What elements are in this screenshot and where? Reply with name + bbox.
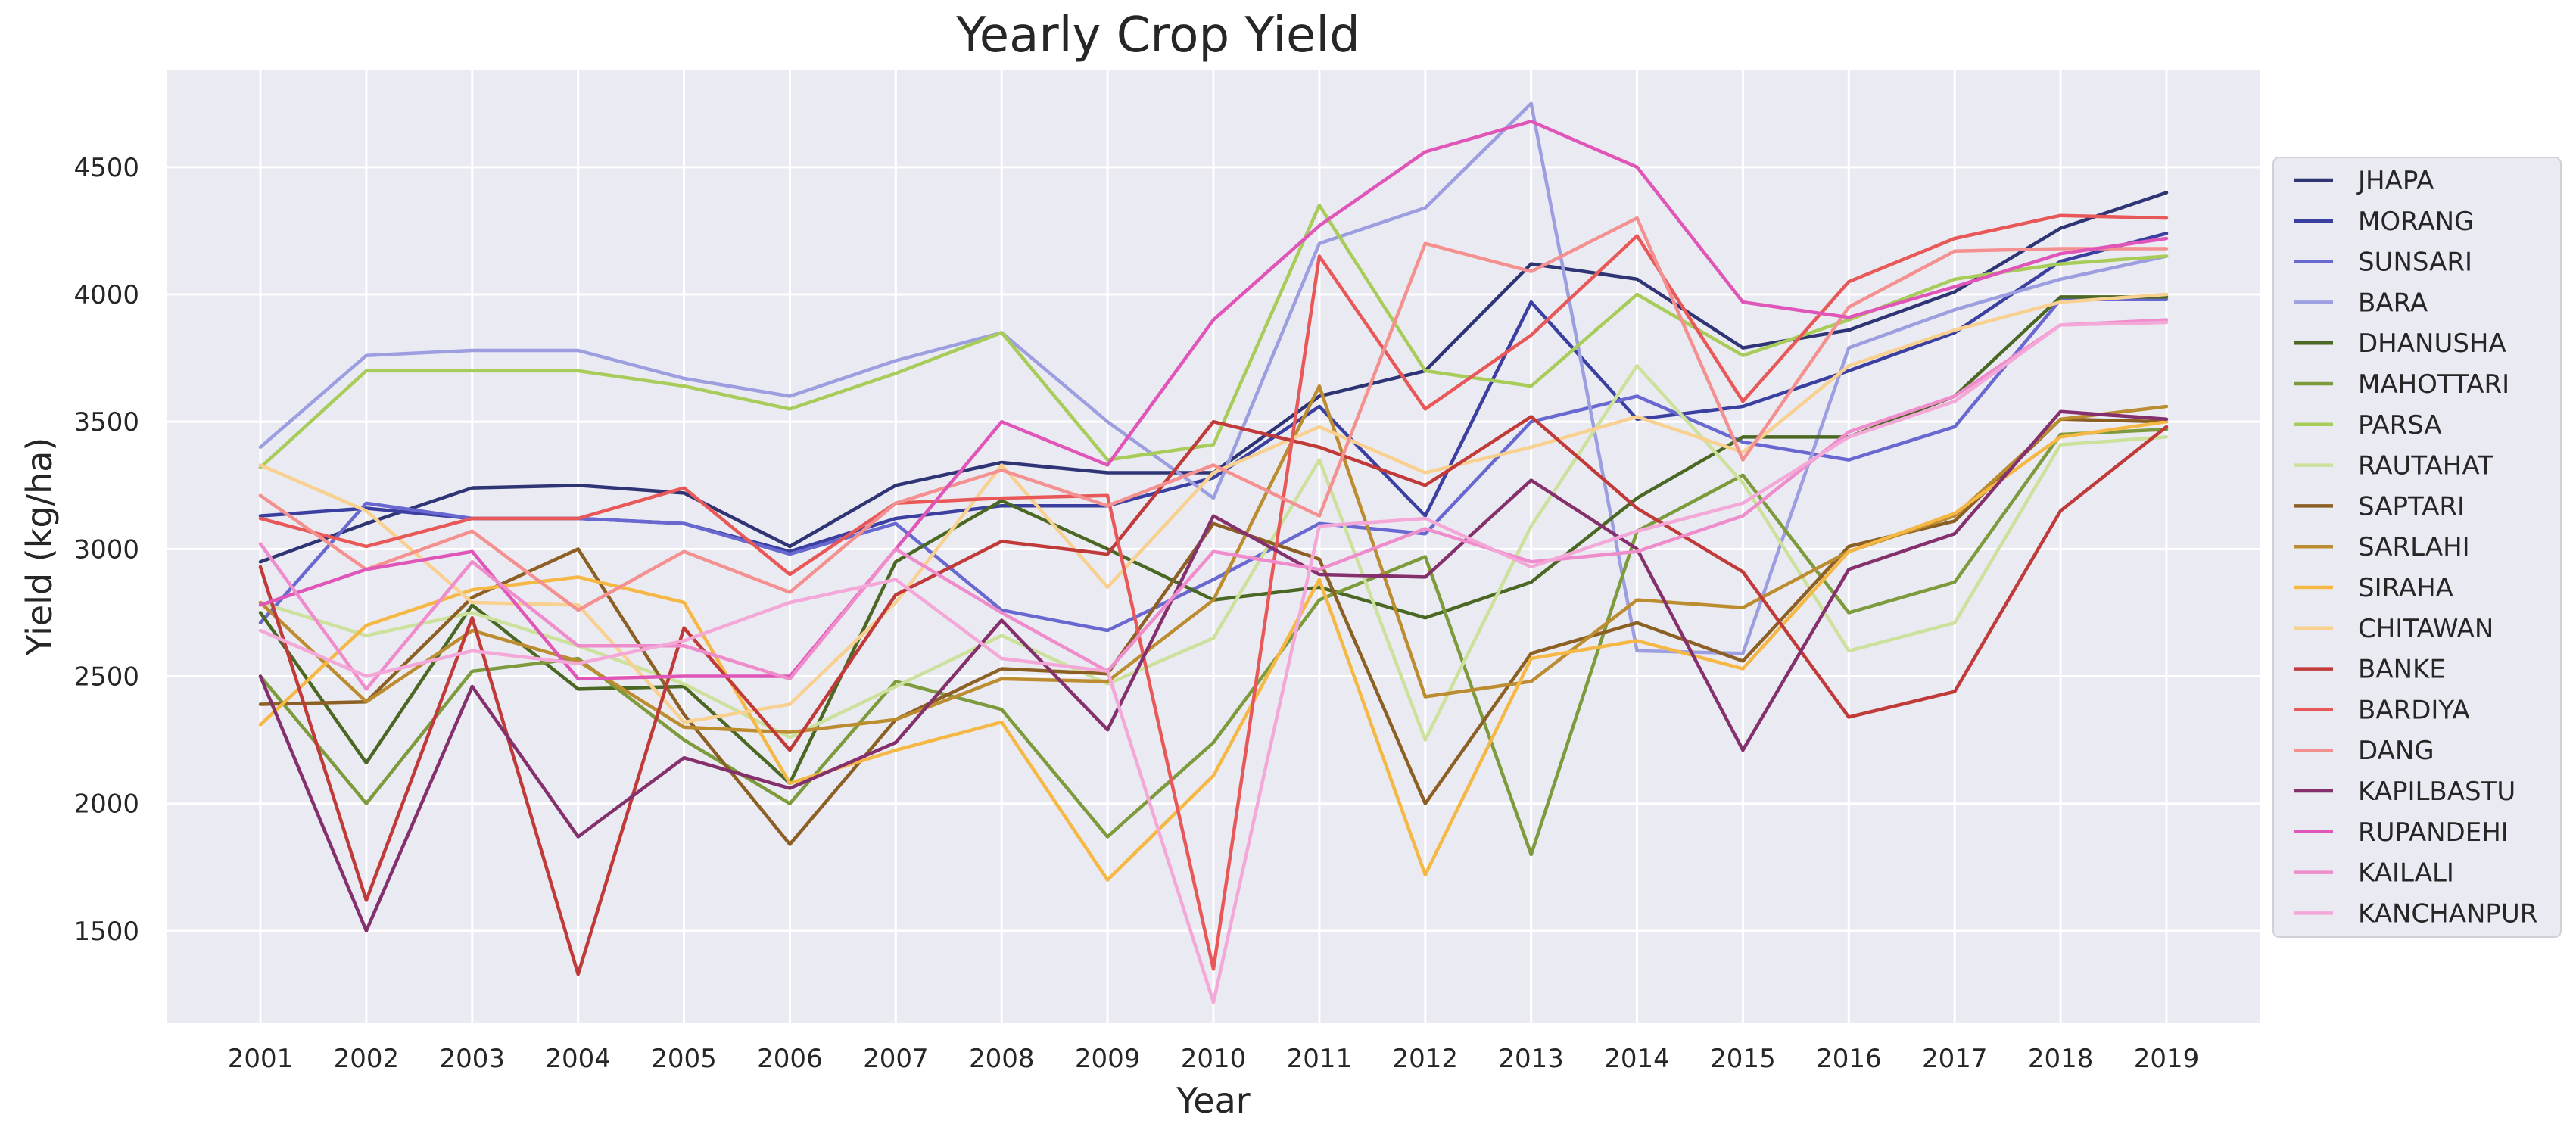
y-axis-ticks: 1500 2000 2500 3000 3500 4000 4500 [73, 153, 139, 947]
x-tick-label: 2001 [228, 1044, 294, 1074]
legend-label: SARLAHI [2358, 532, 2470, 562]
x-tick-label: 2014 [1604, 1044, 1670, 1074]
series-line-saptari [258, 417, 2169, 846]
legend-label: MORANG [2358, 207, 2474, 237]
series-line-siraha [258, 419, 2169, 882]
x-tick-label: 2015 [1710, 1044, 1776, 1074]
legend-label: BANKE [2358, 655, 2446, 685]
x-tick-label: 2006 [757, 1044, 823, 1074]
x-tick-label: 2005 [651, 1044, 717, 1074]
legend-label: DHANUSHA [2358, 328, 2506, 359]
x-tick-label: 2002 [334, 1044, 400, 1074]
legend: JHAPA MORANG SUNSARI BARA DHANUSHA MAHOTTARI P… [2272, 157, 2562, 938]
legend-box [2272, 157, 2562, 938]
x-tick-label: 2016 [1816, 1044, 1882, 1074]
y-tick-label: 2500 [73, 662, 139, 693]
legend-label: JHAPA [2356, 166, 2434, 196]
x-tick-label: 2018 [2028, 1044, 2094, 1074]
x-tick-label: 2008 [969, 1044, 1035, 1074]
x-tick-label: 2007 [863, 1044, 929, 1074]
legend-label: DANG [2358, 736, 2434, 766]
y-axis-title: Yield (kg/ha) [19, 437, 60, 657]
series-line-bara [258, 101, 2169, 655]
series-line-rupandehi [258, 120, 2169, 681]
series-line-kapilbastu [258, 409, 2169, 933]
y-tick-label: 3500 [73, 407, 139, 437]
series-line-kailali [258, 318, 2169, 691]
legend-label: PARSA [2358, 410, 2442, 441]
legend-label: KAILALI [2358, 858, 2454, 889]
gridlines [167, 70, 2260, 1023]
series-lines [258, 101, 2169, 1004]
x-tick-label: 2009 [1075, 1044, 1141, 1074]
x-tick-label: 2012 [1393, 1044, 1459, 1074]
series-line-parsa [258, 204, 2169, 469]
legend-label: KANCHANPUR [2358, 898, 2537, 929]
legend-label: BARA [2358, 288, 2428, 318]
legend-label: KAPILBASTU [2358, 777, 2515, 807]
x-tick-label: 2019 [2134, 1044, 2200, 1074]
legend-label: RAUTAHAT [2358, 451, 2493, 481]
y-tick-label: 1500 [73, 917, 139, 947]
legend-label: RUPANDEHI [2358, 817, 2509, 848]
y-tick-label: 2000 [73, 789, 139, 820]
series-line-mahottari [258, 428, 2169, 857]
x-axis-ticks: 2001 2002 2003 2004 2005 2006 2007 2008 2009 2010… [228, 1044, 2200, 1074]
x-tick-label: 2011 [1287, 1044, 1353, 1074]
legend-label: BARDIYA [2358, 695, 2470, 725]
y-tick-label: 4500 [73, 153, 139, 183]
series-line-dang [258, 216, 2169, 612]
x-tick-label: 2003 [440, 1044, 506, 1074]
x-axis-title: Year [1176, 1080, 1250, 1121]
series-line-kanchanpur [258, 320, 2169, 1004]
x-tick-label: 2010 [1181, 1044, 1247, 1074]
legend-label: CHITAWAN [2358, 614, 2493, 644]
series-line-bardiya [258, 213, 2169, 971]
legend-label: SAPTARI [2358, 491, 2465, 521]
legend-label: MAHOTTARI [2358, 369, 2509, 400]
chart-title: Yearly Crop Yield [955, 8, 1360, 64]
legend-label: SUNSARI [2358, 248, 2472, 278]
x-tick-label: 2013 [1498, 1044, 1564, 1074]
x-tick-label: 2004 [545, 1044, 611, 1074]
y-tick-label: 4000 [73, 280, 139, 310]
series-line-banke [258, 415, 2169, 976]
legend-label: SIRAHA [2358, 573, 2453, 603]
y-tick-label: 3000 [73, 534, 139, 565]
series-line-chitawan [258, 292, 2169, 724]
x-tick-label: 2017 [1922, 1044, 1988, 1074]
